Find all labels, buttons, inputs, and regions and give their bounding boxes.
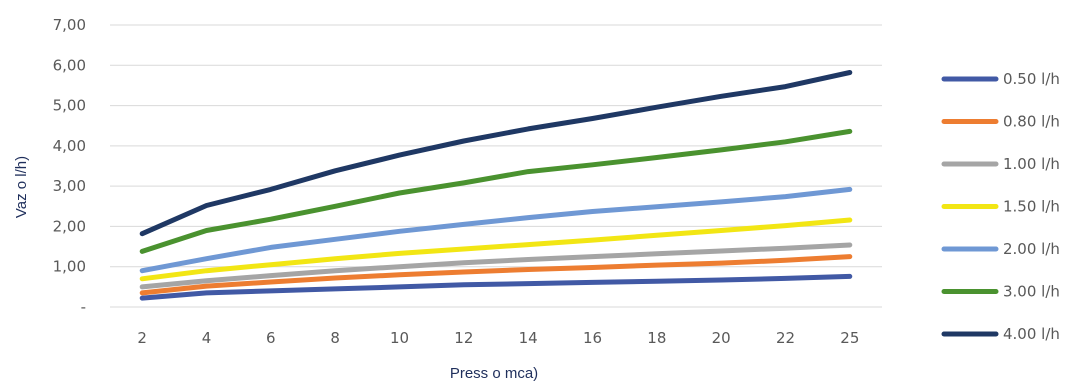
x-tick-label: 22 [776,329,795,347]
x-tick-label: 12 [454,329,473,347]
x-tick-label: 25 [840,329,859,347]
y-tick-label: - [81,298,86,316]
x-tick-label: 14 [519,329,538,347]
legend-label: 4.00 l/h [1003,325,1060,343]
legend-label: 1.00 l/h [1003,155,1060,173]
legend-label: 2.00 l/h [1003,240,1060,258]
legend: 0.50 l/h 0.80 l/h 1.00 l/h 1.50 l/h 2.00 l/h… [941,70,1060,343]
legend-label: 0.80 l/h [1003,113,1060,131]
series-line-3 [139,217,853,282]
y-tick-label: 3,00 [53,177,86,195]
x-tick-label: 6 [266,329,276,347]
legend-label: 3.00 l/h [1003,283,1060,301]
x-axis-ticks: 2 4 6 8 10 12 14 16 18 20 22 25 [137,329,859,347]
y-axis-ticks: - 1,00 2,00 3,00 4,00 5,00 6,00 7,00 [53,16,86,316]
series-line-5 [139,128,853,254]
x-tick-label: 20 [712,329,731,347]
legend-label: 0.50 l/h [1003,70,1060,88]
y-tick-label: 6,00 [53,56,86,74]
series-line-2 [139,242,853,290]
y-tick-label: 4,00 [53,137,86,155]
x-axis-title: Press o mca) [450,365,538,382]
x-tick-label: 2 [137,329,147,347]
x-tick-label: 8 [330,329,340,347]
series-line-0 [139,273,853,301]
y-tick-label: 7,00 [53,16,86,34]
x-tick-label: 10 [390,329,409,347]
legend-label: 1.50 l/h [1003,198,1060,216]
x-tick-label: 18 [647,329,666,347]
x-tick-label: 16 [583,329,602,347]
y-tick-label: 2,00 [53,217,86,235]
series-line-1 [139,254,853,296]
gridlines [110,24,882,308]
series-line-4 [139,186,853,274]
y-tick-label: 5,00 [53,97,86,115]
y-axis-title: Vaz o l/h) [13,156,30,218]
series-line-6 [139,70,853,237]
y-tick-label: 1,00 [53,258,86,276]
x-tick-label: 4 [202,329,212,347]
series-lines [139,70,853,301]
